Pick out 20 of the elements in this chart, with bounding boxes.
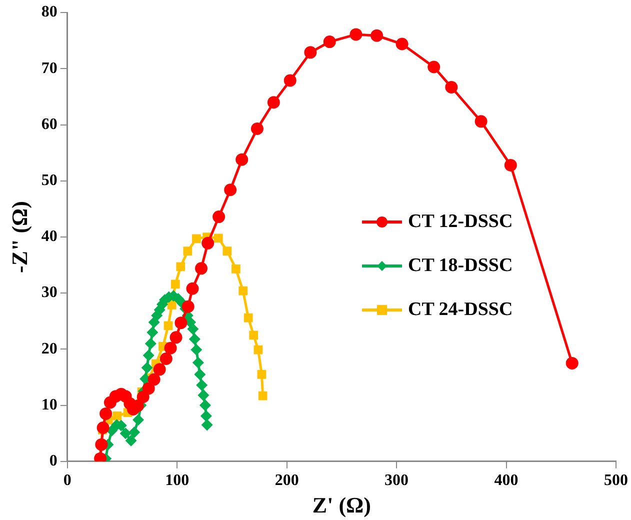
x-tick-label: 200 (274, 472, 299, 490)
x-axis-title: Z' (Ω) (312, 492, 371, 518)
x-tick-label: 400 (494, 472, 518, 490)
legend-label: CT 12-DSSC (408, 211, 513, 233)
x-tick-label: 100 (165, 472, 190, 490)
legend-label: CT 18-DSSC (408, 255, 513, 277)
y-tick-label: 30 (41, 284, 58, 302)
y-tick-label: 50 (41, 172, 58, 190)
legend-label: CT 24-DSSC (408, 299, 513, 321)
y-tick-label: 10 (41, 396, 58, 414)
y-tick-label: 20 (41, 340, 58, 358)
x-tick-label: 300 (384, 472, 409, 490)
y-tick-label: 70 (41, 60, 58, 77)
x-tick-label: 0 (63, 472, 72, 490)
y-axis-title: -Z" (Ω) (6, 201, 32, 273)
y-tick-label: 0 (49, 452, 58, 470)
y-tick-label: 40 (41, 228, 58, 246)
y-tick-label: 80 (41, 4, 58, 21)
x-tick-label: 500 (604, 472, 628, 490)
y-tick-label: 60 (41, 116, 58, 133)
